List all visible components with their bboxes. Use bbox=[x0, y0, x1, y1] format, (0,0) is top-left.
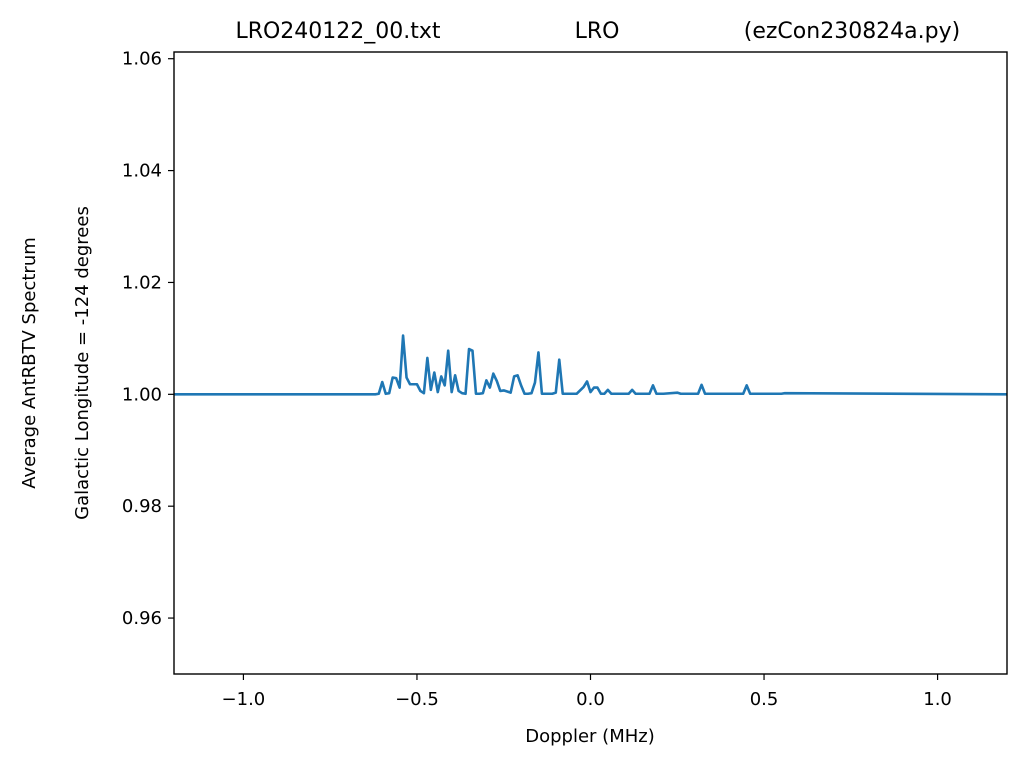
title-filename: LRO240122_00.txt bbox=[235, 19, 440, 44]
series-layer bbox=[174, 334, 1007, 396]
y-tick-label: 1.02 bbox=[122, 272, 162, 293]
series-line bbox=[174, 334, 1007, 396]
y-axis-label: Average AntRBTV Spectrum Galactic Longit… bbox=[19, 206, 93, 520]
x-tick-label: 0.0 bbox=[576, 689, 605, 710]
chart-title: LRO240122_00.txt LRO (ezCon230824a.py) bbox=[235, 19, 960, 44]
y-axis-label-line-1: Average AntRBTV Spectrum bbox=[19, 237, 40, 489]
title-script: (ezCon230824a.py) bbox=[744, 19, 960, 44]
y-tick-label: 0.98 bbox=[122, 496, 162, 517]
x-tick-label: 1.0 bbox=[923, 689, 952, 710]
y-tick-label: 1.00 bbox=[122, 384, 162, 405]
y-axis-label-line-2: Galactic Longitude = -124 degrees bbox=[72, 206, 93, 520]
y-tick-label: 1.06 bbox=[122, 49, 162, 70]
y-axis: 0.96 0.98 1.00 1.02 1.04 1.06 bbox=[122, 49, 174, 629]
x-tick-label: −0.5 bbox=[395, 689, 439, 710]
y-tick-label: 0.96 bbox=[122, 608, 162, 629]
x-tick-label: −1.0 bbox=[222, 689, 266, 710]
x-axis-label: Doppler (MHz) bbox=[525, 726, 654, 747]
y-tick-label: 1.04 bbox=[122, 161, 162, 182]
title-station: LRO bbox=[575, 19, 620, 44]
x-axis: −1.0 −0.5 0.0 0.5 1.0 bbox=[222, 674, 952, 710]
x-tick-label: 0.5 bbox=[750, 689, 779, 710]
